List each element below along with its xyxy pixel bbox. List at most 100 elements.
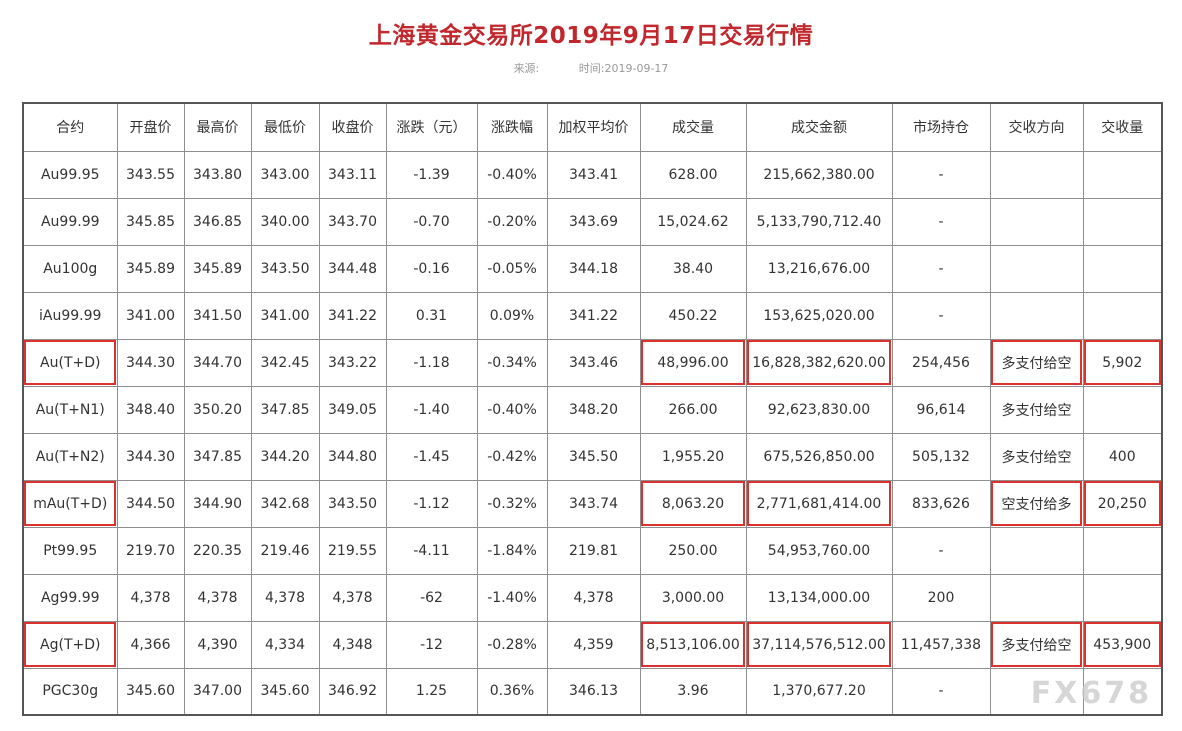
table-cell: [989, 291, 1084, 340]
table-cell: -0.28%: [476, 620, 548, 669]
table-cell: 453,900: [1082, 620, 1163, 669]
table-cell: 250.00: [639, 526, 747, 575]
table-cell: Au99.95: [22, 150, 118, 199]
table-cell: -1.84%: [476, 526, 548, 575]
table-cell: 345.50: [546, 432, 641, 481]
table-cell: -0.40%: [476, 150, 548, 199]
table-cell: 343.46: [546, 338, 641, 387]
table-cell: 344.30: [116, 432, 185, 481]
table-row: Au(T+N1) 348.40 350.20 347.85 349.05 -1.40 -0.…: [22, 385, 1163, 434]
table-cell: 0.31: [385, 291, 478, 340]
column-header: 交收方向: [989, 102, 1084, 152]
table-cell: 1.25: [385, 667, 478, 716]
table-cell: [1082, 291, 1163, 340]
table-cell: -: [891, 526, 991, 575]
table-cell: -0.20%: [476, 197, 548, 246]
table-cell: [1082, 573, 1163, 622]
table-cell: 347.85: [250, 385, 320, 434]
table-row: Au100g 345.89 345.89 343.50 344.48 -0.16 -0.05…: [22, 244, 1163, 293]
table-cell: 15,024.62: [639, 197, 747, 246]
page-title: 上海黄金交易所2019年9月17日交易行情: [368, 23, 814, 49]
table-cell: 8,063.20: [639, 479, 747, 528]
table-cell: -: [891, 291, 991, 340]
table-cell: 13,216,676.00: [745, 244, 893, 293]
table-cell: -4.11: [385, 526, 478, 575]
table-cell: 345.60: [116, 667, 185, 716]
table-cell: [989, 244, 1084, 293]
table-cell: 4,378: [183, 573, 252, 622]
table-cell: 3.96: [639, 667, 747, 716]
table-cell: 0.36%: [476, 667, 548, 716]
table-cell: -0.05%: [476, 244, 548, 293]
table-cell: 254,456: [891, 338, 991, 387]
table-cell: -62: [385, 573, 478, 622]
table-row: Au99.99 345.85 346.85 340.00 343.70 -0.70 -0.2…: [22, 197, 1163, 246]
column-header: 收盘价: [318, 102, 387, 152]
table-cell: 344.30: [116, 338, 185, 387]
table-cell: [1082, 197, 1163, 246]
table-cell: 348.40: [116, 385, 185, 434]
table-cell: 54,953,760.00: [745, 526, 893, 575]
table-cell: 344.18: [546, 244, 641, 293]
table-cell: -0.40%: [476, 385, 548, 434]
table-row: Au(T+D) 344.30 344.70 342.45 343.22 -1.18 -0.3…: [22, 338, 1163, 387]
table-cell: 153,625,020.00: [745, 291, 893, 340]
table-cell: 4,378: [116, 573, 185, 622]
table-cell: 219.55: [318, 526, 387, 575]
table-row: Au(T+N2) 344.30 347.85 344.20 344.80 -1.45 -0.…: [22, 432, 1163, 481]
table-cell: 340.00: [250, 197, 320, 246]
table-cell: 多支付给空: [989, 338, 1084, 387]
table-cell: [1082, 150, 1163, 199]
table-cell: 13,134,000.00: [745, 573, 893, 622]
table-cell: -1.18: [385, 338, 478, 387]
table-cell: 4,359: [546, 620, 641, 669]
table-cell: 343.70: [318, 197, 387, 246]
table-cell: 342.68: [250, 479, 320, 528]
table-cell: 341.00: [116, 291, 185, 340]
table-cell: 343.22: [318, 338, 387, 387]
table-cell: -0.16: [385, 244, 478, 293]
table-cell: 344.80: [318, 432, 387, 481]
publish-time: 时间:2019-09-17: [578, 62, 669, 75]
table-cell: -: [891, 150, 991, 199]
table-cell: [989, 667, 1084, 716]
table-cell: 多支付给空: [989, 385, 1084, 434]
table-cell: 343.80: [183, 150, 252, 199]
column-header: 涨跌（元）: [385, 102, 478, 152]
table-cell: 92,623,830.00: [745, 385, 893, 434]
table-cell: [989, 197, 1084, 246]
table-cell: 342.45: [250, 338, 320, 387]
table-cell: -1.40: [385, 385, 478, 434]
table-cell: 343.55: [116, 150, 185, 199]
table-cell: [1082, 526, 1163, 575]
table-cell: 1,370,677.20: [745, 667, 893, 716]
table-cell: [1082, 667, 1163, 716]
table-cell: 48,996.00: [639, 338, 747, 387]
table-cell: 341.50: [183, 291, 252, 340]
table-cell: -0.70: [385, 197, 478, 246]
table-cell: 2,771,681,414.00: [745, 479, 893, 528]
table-cell: 38.40: [639, 244, 747, 293]
table-body: Au99.95 343.55 343.80 343.00 343.11 -1.39 -0.4…: [22, 150, 1163, 716]
column-header: 涨跌幅: [476, 102, 548, 152]
table-cell: Au(T+N1): [22, 385, 118, 434]
table-cell: 343.41: [546, 150, 641, 199]
column-header: 市场持仓: [891, 102, 991, 152]
table-cell: Au99.99: [22, 197, 118, 246]
table-cell: 344.70: [183, 338, 252, 387]
table-cell: Ag99.99: [22, 573, 118, 622]
table-cell: mAu(T+D): [22, 479, 118, 528]
table-cell: 219.81: [546, 526, 641, 575]
table-cell: 343.69: [546, 197, 641, 246]
table-cell: Au100g: [22, 244, 118, 293]
table-cell: 多支付给空: [989, 620, 1084, 669]
column-header: 交收量: [1082, 102, 1163, 152]
table-cell: 833,626: [891, 479, 991, 528]
table-cell: 345.89: [116, 244, 185, 293]
table-cell: 345.60: [250, 667, 320, 716]
table-cell: 5,133,790,712.40: [745, 197, 893, 246]
table-cell: 341.00: [250, 291, 320, 340]
table-row: Ag99.99 4,378 4,378 4,378 4,378 -62 -1.40% 4,37…: [22, 573, 1163, 622]
table-cell: 200: [891, 573, 991, 622]
table-cell: 348.20: [546, 385, 641, 434]
